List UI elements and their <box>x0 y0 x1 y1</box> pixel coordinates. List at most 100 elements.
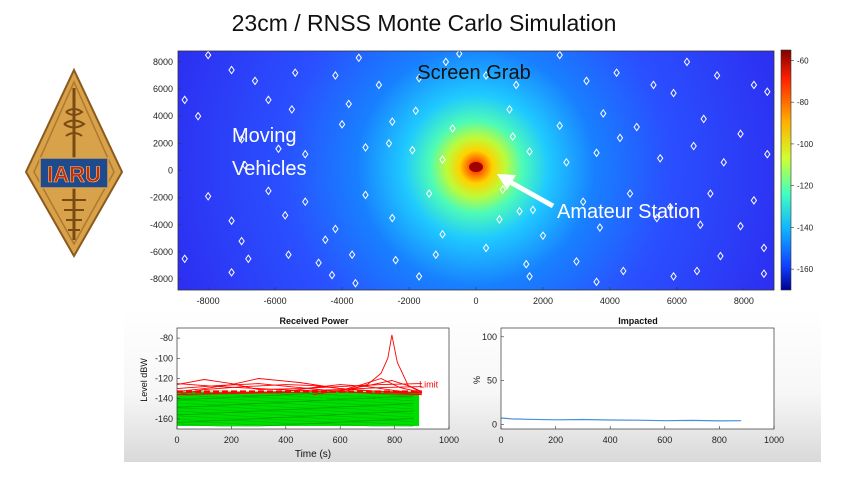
vehicle-marker <box>432 250 440 260</box>
rp-green-trace <box>176 421 414 426</box>
vehicle-marker <box>509 132 517 142</box>
vehicle-marker <box>760 243 768 253</box>
vehicle-marker <box>506 104 513 114</box>
screen-grab-label: Screen Grab <box>417 62 530 84</box>
colorbar-gradient <box>780 49 792 291</box>
heatmap-x-tick-label: 6000 <box>667 296 687 306</box>
vehicle-marker <box>288 104 296 114</box>
rp-green-trace <box>176 415 414 420</box>
vehicle-marker <box>633 122 640 132</box>
logo-text: IARU <box>47 162 101 187</box>
vehicle-marker <box>439 229 446 239</box>
vehicle-marker <box>392 255 399 265</box>
vehicle-marker <box>693 266 701 276</box>
rp-series <box>176 334 423 396</box>
rp-green-trace <box>176 396 414 401</box>
vehicle-marker <box>760 269 768 279</box>
vehicle-marker <box>593 277 600 287</box>
vehicle-marker <box>332 224 339 234</box>
vehicle-marker <box>439 155 446 165</box>
vehicle-marker <box>332 70 339 80</box>
imp-y-tick-label: 0 <box>492 420 497 430</box>
station-arrow <box>497 174 555 209</box>
vehicle-marker <box>700 114 707 124</box>
vehicle-marker <box>362 190 369 200</box>
vehicle-marker <box>348 250 356 260</box>
vehicle-marker <box>670 271 677 281</box>
colorbar-tick-label: -80 <box>797 98 809 107</box>
heatmap-y-tick-label: -4000 <box>150 220 173 230</box>
heatmap-x-tick-label: 8000 <box>734 296 754 306</box>
rp-green-trace <box>176 395 414 399</box>
imp-ylabel: % <box>472 376 482 384</box>
vehicle-marker <box>666 202 674 212</box>
colorbar-ticks: -60 -80 -100 -120 -140 -160 <box>791 56 814 274</box>
vehicle-marker <box>526 147 533 156</box>
vehicle-marker <box>412 106 419 116</box>
rp-green-trace <box>176 413 414 418</box>
vehicle-marker <box>265 95 272 105</box>
vehicle-marker <box>539 231 547 241</box>
vehicle-marker <box>204 50 212 60</box>
vehicle-marker <box>616 133 624 143</box>
vehicle-marker <box>181 254 188 264</box>
colorbar-tick-label: -100 <box>797 140 814 149</box>
vehicle-marker <box>302 149 309 159</box>
colorbar-tick-label: -120 <box>797 182 814 191</box>
heatmap-x-tick-label: -4000 <box>331 296 354 306</box>
vehicle-marker <box>600 109 607 118</box>
rp-y-tick-label: -120 <box>155 374 173 384</box>
heatmap-y-axis: 8000 6000 4000 2000 0 -2000 -4000 -6000 -8000 <box>150 57 181 284</box>
vehicle-marker <box>737 221 744 231</box>
logo-inner-diamond <box>33 80 115 246</box>
vehicle-marker <box>690 141 697 151</box>
vehicle-marker <box>275 144 282 154</box>
arrow-head <box>497 174 516 190</box>
vehicle-marker <box>670 88 677 98</box>
vehicle-marker <box>415 73 423 83</box>
rp-green-trace <box>176 404 414 409</box>
rp-y-tick-label: -80 <box>160 333 173 343</box>
rp-green-trace <box>176 420 414 424</box>
vehicle-marker <box>764 87 771 97</box>
vehicle-marker <box>556 121 563 131</box>
vehicle-marker <box>181 95 188 105</box>
rp-series-line <box>176 379 422 391</box>
imp-title: Impacted <box>618 316 658 326</box>
vehicle-marker <box>750 195 758 205</box>
vehicle-marker <box>281 210 289 220</box>
vehicle-marker <box>512 80 520 90</box>
vehicle-marker <box>456 49 463 59</box>
rp-ylabel: Level dBW <box>139 358 149 402</box>
vehicle-marker <box>442 57 450 67</box>
vehicle-marker <box>496 214 503 224</box>
vehicle-marker <box>683 57 691 67</box>
rp-y-tick-label: -100 <box>155 353 173 363</box>
heatmap-panel: -8000 -6000 -4000 -2000 0 2000 4000 6000 8000 80… <box>150 49 775 306</box>
vehicle-marker <box>241 160 249 170</box>
vehicle-marker <box>720 157 727 167</box>
heatmap-x-tick-label: 4000 <box>600 296 620 306</box>
rp-series-line <box>340 334 423 394</box>
heatmap-y-tick-label: 2000 <box>153 138 173 148</box>
vehicle-marker <box>291 68 299 78</box>
vehicle-markers <box>181 49 771 288</box>
rp-series-line <box>176 384 422 396</box>
rp-green-trace <box>176 412 414 417</box>
rp-y-axis: -80 -100 -120 -140 -160 <box>155 333 180 424</box>
rp-x-tick-label: 600 <box>333 435 348 445</box>
colorbar-tick-label: -140 <box>797 223 814 232</box>
vehicle-marker <box>355 53 363 63</box>
colorbar-tick-label: -160 <box>797 265 814 274</box>
vehicle-marker <box>385 138 393 148</box>
rp-x-tick-label: 200 <box>224 435 239 445</box>
imp-x-tick-label: 200 <box>548 435 563 445</box>
rp-series-line <box>176 378 422 396</box>
vehicle-marker <box>245 254 252 264</box>
rp-y-tick-label: -160 <box>155 414 173 424</box>
vehicle-marker <box>707 189 714 199</box>
vehicle-marker <box>529 205 537 215</box>
vehicle-marker <box>737 129 744 139</box>
rp-xlabel: Time (s) <box>295 449 331 460</box>
vehicle-marker <box>362 142 369 152</box>
